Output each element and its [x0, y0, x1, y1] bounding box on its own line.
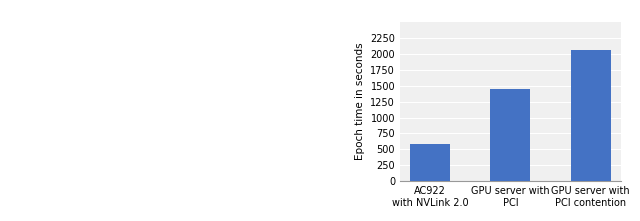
Bar	[571, 50, 611, 181]
Y-axis label: Epoch time in seconds: Epoch time in seconds	[355, 43, 365, 160]
Bar	[490, 89, 531, 181]
Bar	[410, 144, 450, 181]
